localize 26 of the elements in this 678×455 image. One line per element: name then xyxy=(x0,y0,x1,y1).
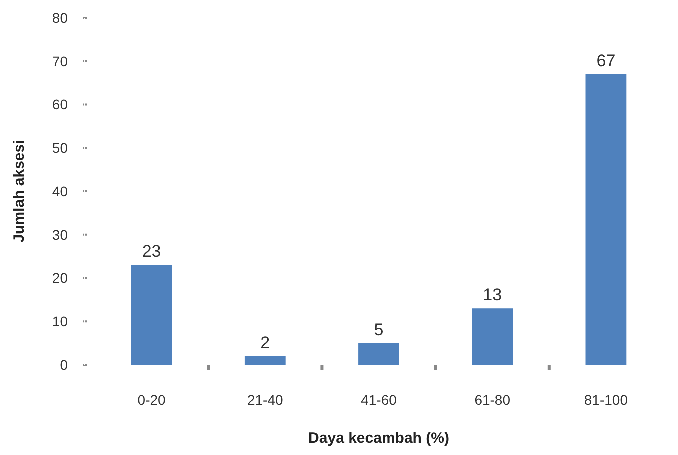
x-tick-label: 21-40 xyxy=(247,392,284,408)
y-tick-label: 80 xyxy=(52,10,68,26)
y-tick-label: 0 xyxy=(60,356,68,373)
y-axis-title: Jumlah aksesi xyxy=(11,140,28,243)
y-tick-label: 20 xyxy=(52,270,68,286)
y-tick-label: 50 xyxy=(52,140,68,156)
y-tick-label: 60 xyxy=(52,96,68,113)
data-label: 13 xyxy=(483,286,502,305)
y-tick-label: 30 xyxy=(52,226,68,243)
data-label: 5 xyxy=(374,320,384,340)
data-label: 2 xyxy=(260,333,270,352)
bar xyxy=(131,265,172,365)
x-tick-label: 0-20 xyxy=(138,392,166,408)
x-axis-title: Daya kecambah (%) xyxy=(308,430,450,447)
bar xyxy=(472,308,514,365)
data-label: 23 xyxy=(142,242,162,262)
bar xyxy=(586,74,627,365)
bar xyxy=(244,356,286,365)
y-tick-label: 10 xyxy=(52,314,68,330)
x-tick-label: 81-100 xyxy=(584,392,628,408)
x-tick-label: 41-60 xyxy=(361,392,398,408)
x-tick-label: 61-80 xyxy=(474,392,511,408)
y-tick-label: 70 xyxy=(52,53,68,70)
bar xyxy=(358,343,400,365)
y-tick-label: 40 xyxy=(52,183,68,200)
data-label: 67 xyxy=(596,51,616,70)
